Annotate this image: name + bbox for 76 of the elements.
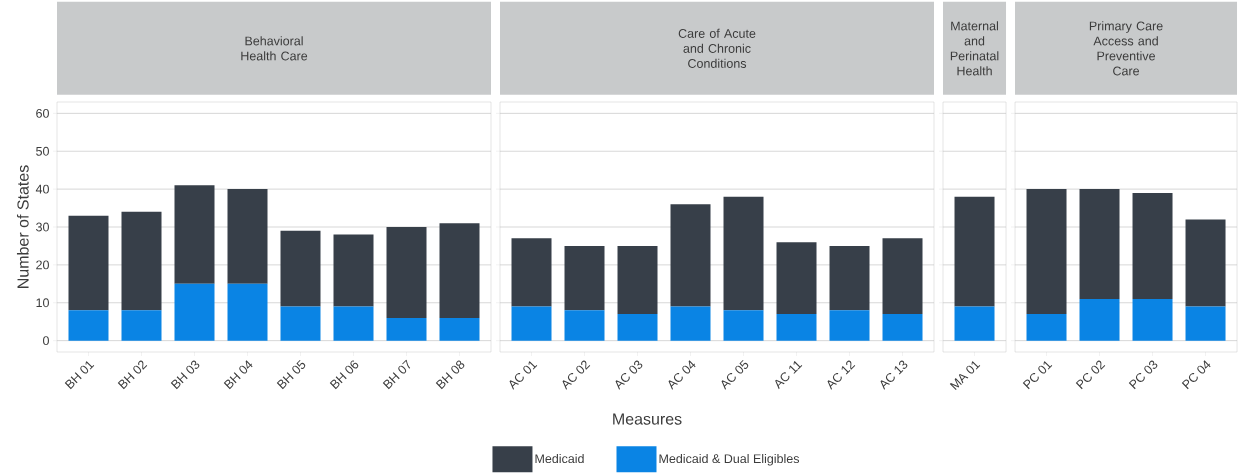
- x-tick-label: PC 04: [1181, 360, 1211, 390]
- bar: [1079, 189, 1120, 299]
- y-tick-label: 50: [36, 146, 49, 156]
- y-tick-label: 40: [35, 184, 49, 194]
- bar: [511, 306, 552, 341]
- bar: [776, 314, 817, 341]
- x-tick-label: AC 11: [775, 361, 803, 390]
- chart-title: Primary Care Access and Preventive Care: [1089, 21, 1163, 76]
- x-tick-label: AC 13: [880, 360, 908, 390]
- x-axis-title: Measures: [613, 413, 682, 425]
- x-tick-label: AC 03: [615, 360, 643, 390]
- bar: [439, 223, 480, 318]
- bar: [1185, 219, 1226, 307]
- bar: [829, 245, 870, 311]
- bar: [1079, 298, 1120, 341]
- x-tick-label: MA 01: [949, 361, 981, 391]
- bar: [1026, 189, 1067, 315]
- x-tick-label: PC 03: [1128, 360, 1158, 390]
- y-tick-label: 20: [36, 260, 49, 270]
- x-tick-label: BH 05: [276, 359, 306, 390]
- bar: [511, 238, 552, 307]
- bar: [882, 238, 923, 315]
- x-tick-label: BH 01: [64, 361, 95, 390]
- x-tick-label: BH 07: [382, 359, 411, 390]
- x-tick-label: BH 04: [223, 360, 253, 390]
- bar: [333, 306, 374, 341]
- bar: [333, 234, 374, 307]
- bar: [121, 310, 162, 341]
- x-tick-label: AC 01: [509, 361, 538, 390]
- bar: [174, 283, 215, 341]
- x-tick-label: BH 02: [117, 360, 148, 390]
- y-tick-label: 0: [43, 336, 49, 345]
- bar: [617, 314, 658, 341]
- legend-label: Medicaid & Dual Eligibles: [659, 453, 800, 466]
- chart-title: Care of Acute and Chronic Conditions: [678, 28, 756, 68]
- bar: [386, 226, 427, 318]
- bar: [227, 283, 268, 341]
- bar: [1132, 298, 1173, 341]
- x-tick-label: BH 06: [329, 360, 359, 390]
- x-tick-label: PC 02: [1075, 360, 1106, 390]
- chart-title: Maternal and Perinatal Health: [950, 21, 999, 76]
- bar: [670, 306, 711, 341]
- bar: [617, 245, 658, 315]
- bar: [1026, 314, 1067, 341]
- bar: [564, 245, 605, 311]
- bar: [68, 215, 109, 311]
- bar: [829, 310, 870, 341]
- y-tick-label: 10: [36, 298, 49, 308]
- bar: [121, 211, 162, 311]
- bar: [723, 196, 764, 311]
- y-tick-label: 60: [36, 108, 49, 118]
- y-tick-label: 30: [36, 222, 49, 232]
- chart-title: Behavioral Health Care: [241, 36, 308, 61]
- bar: [68, 310, 109, 341]
- bar: [1185, 306, 1226, 341]
- x-tick-label: AC 12: [827, 360, 856, 390]
- bar: [564, 310, 605, 341]
- x-tick-label: AC 04: [668, 360, 696, 390]
- x-tick-label: AC 05: [721, 359, 749, 390]
- x-tick-label: AC 02: [562, 360, 591, 390]
- bar: [1132, 192, 1173, 299]
- bar: [723, 310, 764, 341]
- bar: [280, 230, 321, 307]
- bar: [174, 185, 215, 284]
- x-tick-label: BH 08: [435, 360, 465, 390]
- y-axis-title: Number of States: [16, 165, 29, 288]
- bar: [386, 317, 427, 341]
- x-tick-label: PC 01: [1022, 361, 1053, 390]
- bar: [670, 204, 711, 307]
- x-tick-label: BH 03: [170, 360, 200, 390]
- bar: [776, 242, 817, 315]
- bar: [227, 189, 268, 284]
- legend-label: Medicaid: [535, 453, 584, 464]
- bar: [439, 317, 480, 341]
- bar: [882, 314, 923, 341]
- bar: [280, 306, 321, 341]
